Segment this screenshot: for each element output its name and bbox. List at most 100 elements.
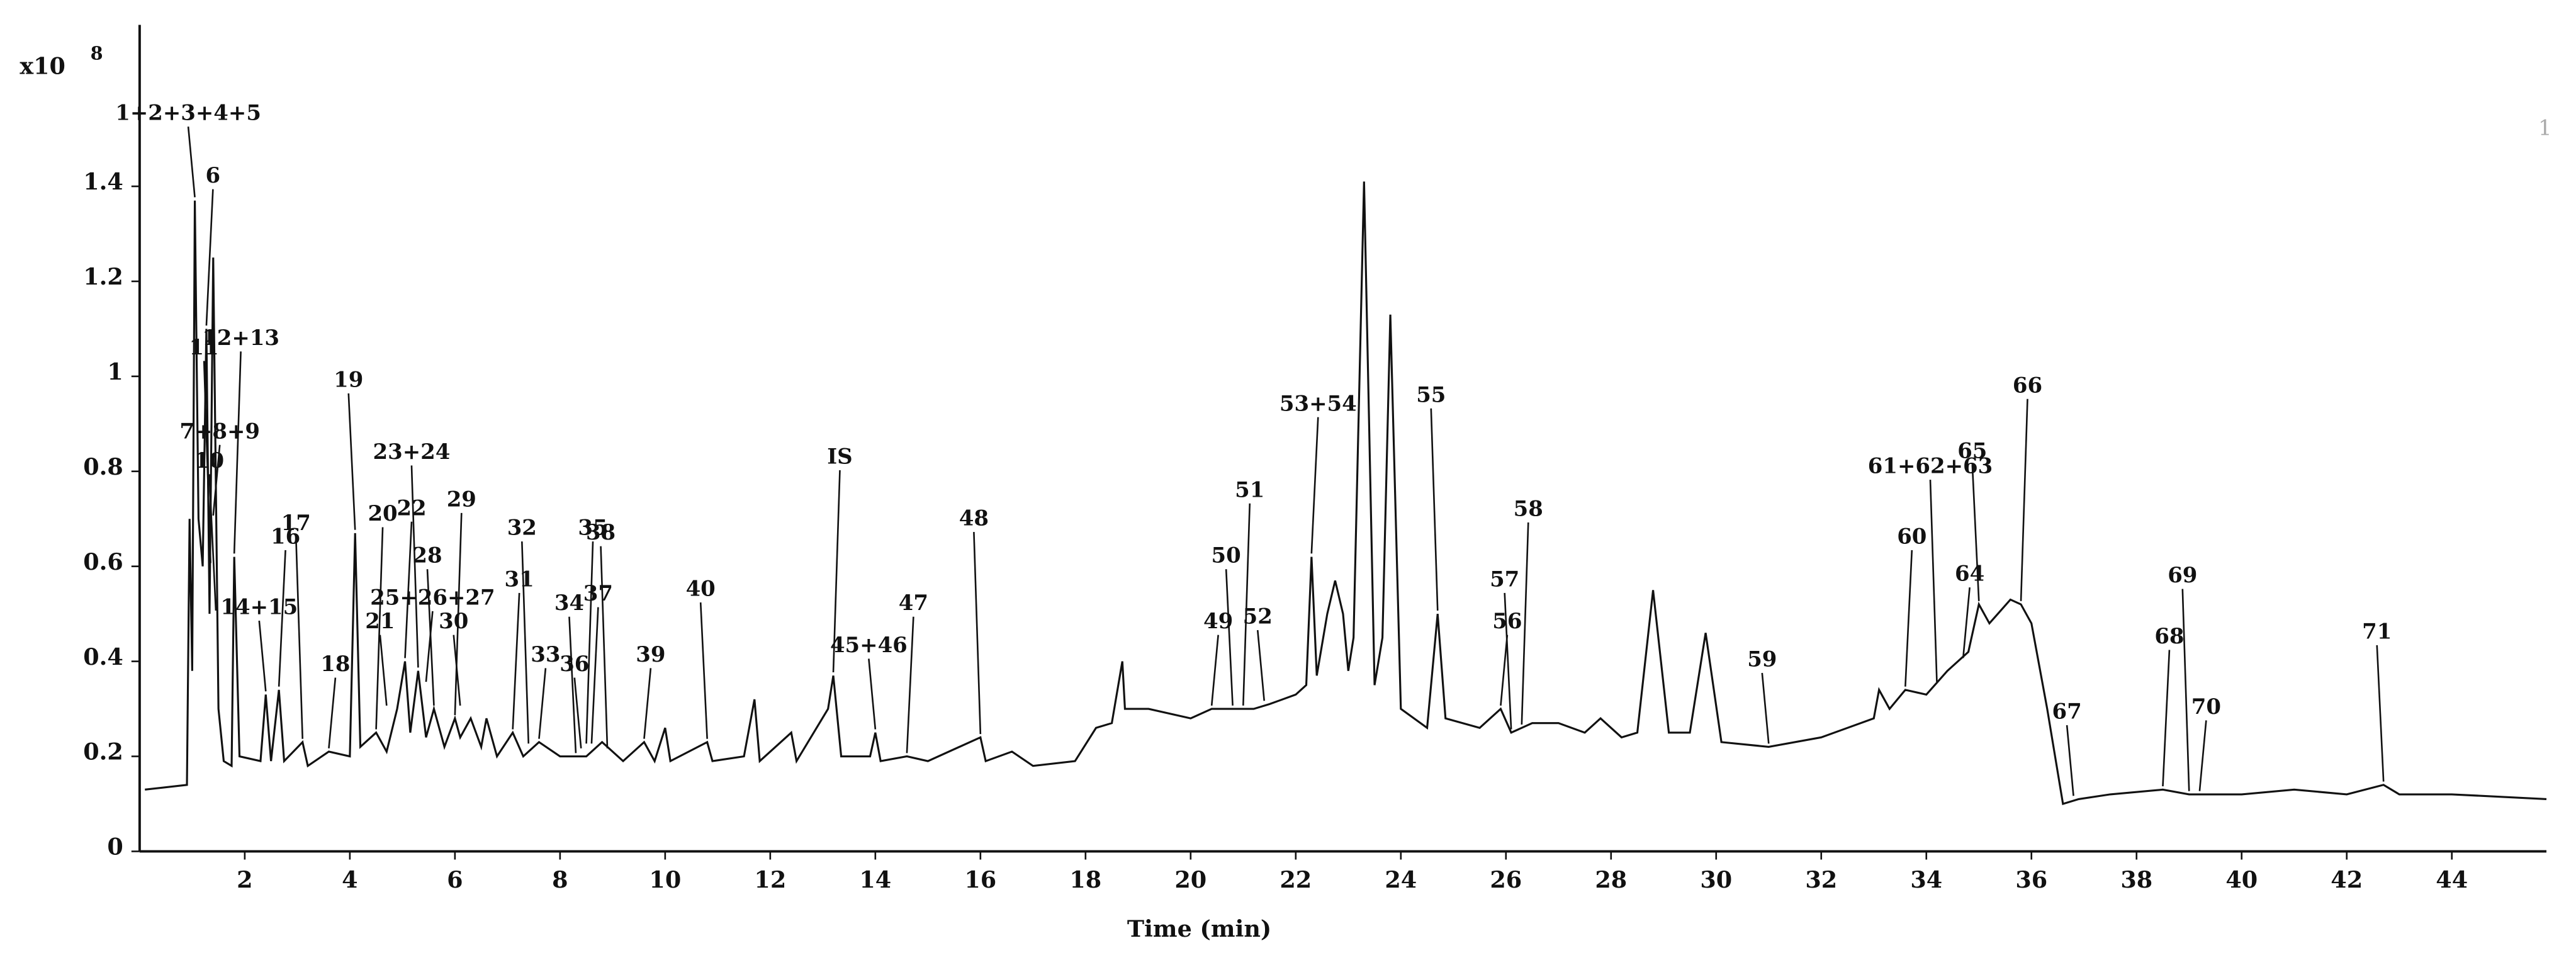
- annotation-label: 21: [365, 609, 395, 634]
- annotation-leader: [212, 444, 221, 516]
- annotation-label: 36: [560, 652, 589, 677]
- annotation-leader: [538, 668, 547, 739]
- annotation-label: 18: [320, 652, 350, 677]
- corner-label: 1: [2538, 116, 2552, 140]
- annotation-leader: [585, 541, 594, 744]
- x-tick-label: 20: [1174, 866, 1206, 893]
- annotation-label: 59: [1747, 647, 1777, 672]
- x-tick-label: 38: [2120, 866, 2152, 893]
- annotation-leader: [375, 527, 384, 730]
- x-tick-label: 6: [447, 866, 463, 893]
- annotation-label: 19: [334, 368, 363, 393]
- annotation-leader: [1929, 479, 1938, 682]
- annotation-label: 6: [206, 163, 221, 188]
- y-tick-label: 1.2: [83, 263, 123, 290]
- annotation-label: 34: [554, 590, 584, 616]
- annotation-leader: [410, 465, 419, 668]
- y-tick-label: 0: [107, 833, 123, 861]
- x-tick-label: 18: [1069, 866, 1101, 893]
- annotation-leader: [600, 546, 609, 748]
- annotation-label: 28: [412, 543, 442, 568]
- annotation-label: 30: [439, 609, 468, 634]
- annotation-leader: [568, 616, 577, 754]
- annotation-leader: [1504, 592, 1512, 730]
- annotation-leader: [208, 474, 217, 611]
- annotation-leader: [1500, 635, 1509, 706]
- annotation-label: 35: [578, 516, 607, 541]
- annotation-label: 25+26+27: [370, 585, 495, 610]
- annotation-leader: [295, 536, 304, 739]
- annotation-label: 64: [1955, 562, 1984, 587]
- x-tick-label: 8: [552, 866, 568, 893]
- annotation-label: 33: [531, 642, 560, 667]
- y-tick-label: 1.4: [83, 168, 123, 195]
- y-multiplier: x10: [20, 53, 65, 80]
- annotation-label: 60: [1897, 524, 1926, 550]
- annotation-label: 14+15: [220, 595, 298, 620]
- y-tick-label: 0.6: [83, 548, 123, 575]
- x-tick-label: 16: [964, 866, 996, 893]
- annotation-leader: [832, 470, 841, 673]
- x-tick-label: 32: [1805, 866, 1837, 893]
- annotation-leader: [868, 658, 877, 730]
- annotation-leader: [2020, 398, 2028, 601]
- annotation-leader: [906, 616, 914, 754]
- annotation-label: 58: [1514, 497, 1543, 522]
- trace: [145, 181, 2547, 805]
- annotation-label: 55: [1416, 382, 1446, 407]
- annotation-leader: [205, 189, 214, 326]
- annotation-leader: [1210, 635, 1219, 706]
- annotation-label: 45+46: [830, 633, 908, 658]
- annotation-leader: [1242, 503, 1251, 706]
- annotation-label: 50: [1212, 543, 1241, 568]
- annotation-label: 22: [397, 495, 426, 521]
- annotation-leader: [426, 569, 435, 706]
- annotation-label: 16: [271, 524, 300, 550]
- annotation-leader: [643, 668, 652, 739]
- annotation-leader: [1962, 587, 1971, 658]
- annotation-label: 7+8+9: [179, 419, 260, 444]
- annotation-label: 65: [1957, 439, 1987, 464]
- annotation-leader: [425, 611, 434, 682]
- y-tick-label: 0.2: [83, 738, 123, 765]
- x-tick-label: 12: [754, 866, 786, 893]
- y-tick-label: 1: [107, 358, 123, 385]
- x-tick-label: 28: [1595, 866, 1627, 893]
- annotation-label: 52: [1243, 604, 1273, 630]
- annotation-label: 11: [189, 335, 219, 360]
- annotation-leader: [699, 602, 708, 739]
- annotation-label: 53+54: [1280, 391, 1357, 416]
- x-tick-label: 42: [2331, 866, 2363, 893]
- annotation-leader: [573, 677, 582, 748]
- annotation-leader: [233, 351, 242, 554]
- annotation-leader: [347, 393, 356, 530]
- x-tick-label: 14: [859, 866, 891, 893]
- annotation-leader: [2376, 645, 2385, 782]
- annotation-leader: [2066, 725, 2074, 796]
- annotation-label: 39: [636, 642, 665, 667]
- annotation-leader: [1904, 550, 1913, 687]
- annotation-label: 56: [1492, 609, 1522, 634]
- annotation-leader: [2198, 720, 2207, 791]
- annotation-label: 17: [281, 511, 311, 536]
- x-tick-label: 4: [342, 866, 357, 893]
- x-tick-label: 36: [2015, 866, 2047, 893]
- annotation-label: 37: [583, 581, 613, 606]
- annotation-leader: [1971, 465, 1980, 601]
- annotation-leader: [1225, 569, 1234, 706]
- annotation-label: 40: [686, 577, 716, 602]
- annotation-leader: [453, 635, 461, 706]
- annotation-leader: [521, 541, 530, 744]
- annotation-label: 10: [194, 448, 224, 473]
- annotation-label: 23+24: [373, 439, 451, 465]
- x-tick-label: 2: [237, 866, 252, 893]
- annotation-leader: [203, 361, 211, 563]
- annotation-leader: [187, 127, 196, 198]
- annotation-leader: [1761, 672, 1770, 744]
- annotation-leader: [1521, 522, 1529, 725]
- annotation-label: 1+2+3+4+5: [115, 101, 261, 126]
- x-tick-label: 10: [649, 866, 681, 893]
- annotation-leader: [1310, 417, 1319, 554]
